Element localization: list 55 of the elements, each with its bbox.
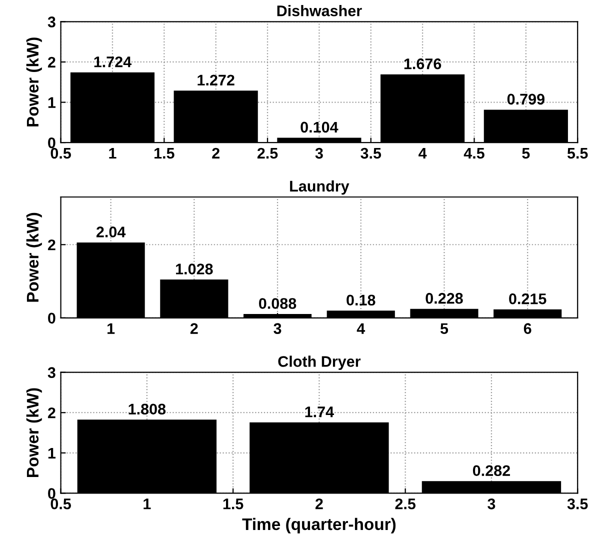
- data-label: 1.272: [198, 74, 234, 86]
- x-tick-label: 3: [315, 148, 323, 159]
- x-tick-label: 6: [524, 323, 532, 334]
- data-label: 1.808: [128, 404, 166, 415]
- y-axis-title: Power (kW): [26, 388, 42, 478]
- x-tick-label: 2: [212, 148, 220, 159]
- y-axis-title: Power (kW): [26, 38, 42, 126]
- y-tick-label: 1: [48, 448, 56, 458]
- x-tick-label: 4: [356, 323, 366, 334]
- x-tick-label: 5.5: [567, 148, 588, 159]
- data-label: 1.676: [404, 58, 442, 70]
- data-label: 0.215: [509, 293, 546, 304]
- x-tick-label: 3.5: [567, 498, 588, 510]
- data-label: 0.18: [346, 294, 376, 306]
- x-tick-label: 4: [418, 148, 427, 159]
- x-tick-label: 1: [108, 323, 115, 334]
- x-tick-label: 3: [274, 323, 282, 334]
- x-tick-label: 3: [488, 498, 496, 510]
- y-tick-label: 3: [48, 16, 56, 28]
- x-tick-label: 1.5: [223, 498, 244, 510]
- x-tick-label: 3.5: [360, 148, 382, 159]
- x-tick-label: 5: [440, 323, 448, 334]
- data-label: 2.04: [96, 226, 126, 238]
- y-tick-label: 3: [48, 367, 56, 378]
- x-tick-label: 2.5: [257, 148, 278, 159]
- x-tick-label: 0.5: [50, 148, 71, 159]
- data-label: 0.104: [300, 122, 338, 133]
- x-tick-label: 5: [522, 148, 530, 159]
- x-axis-title: Time (quarter-hour): [242, 518, 396, 534]
- y-tick-label: 2: [48, 56, 56, 68]
- data-label: 1.724: [94, 56, 132, 68]
- data-label: 0.282: [472, 465, 510, 476]
- y-tick-label: 0: [48, 312, 56, 324]
- y-tick-label: 0: [48, 488, 56, 499]
- x-tick-label: 1: [109, 148, 116, 159]
- x-tick-label: 2: [190, 323, 198, 334]
- data-label: 0.228: [426, 292, 463, 304]
- data-label: 1.028: [176, 264, 213, 274]
- data-label: 0.088: [259, 298, 296, 309]
- chart-title: Dishwasher: [277, 5, 362, 16]
- y-tick-label: 1: [48, 97, 56, 108]
- chart-title: Laundry: [290, 180, 350, 195]
- chart-title: Cloth Dryer: [278, 356, 361, 370]
- x-tick-label: 4.5: [464, 148, 484, 159]
- data-label: 1.74: [305, 406, 334, 418]
- x-tick-label: 1: [144, 498, 151, 510]
- x-tick-label: 2: [315, 498, 323, 510]
- x-tick-label: 1.5: [154, 148, 174, 159]
- data-label: 0.799: [507, 94, 544, 105]
- y-tick-label: 0: [48, 137, 56, 148]
- y-tick-label: 2: [48, 239, 56, 250]
- x-tick-label: 2.5: [395, 498, 416, 510]
- x-tick-label: 0.5: [50, 498, 71, 510]
- y-tick-label: 2: [48, 407, 56, 418]
- y-axis-title: Power (kW): [26, 212, 42, 302]
